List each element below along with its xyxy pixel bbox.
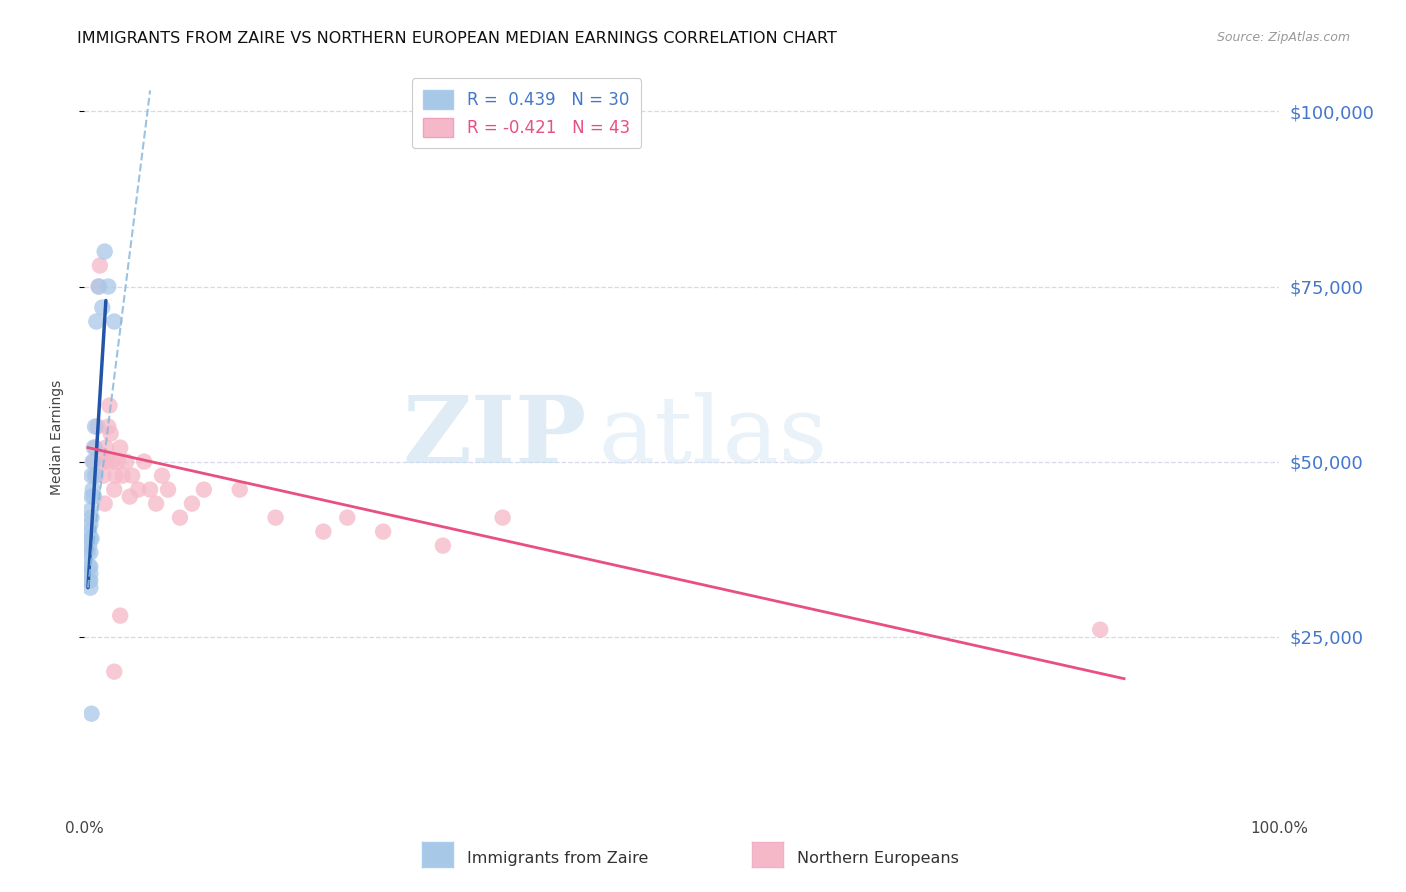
Point — [93, 244, 115, 259]
Point — [150, 468, 173, 483]
Point — [96, 454, 118, 468]
Point — [79, 546, 101, 560]
Point — [79, 566, 101, 581]
Point — [79, 503, 101, 517]
Point — [98, 399, 121, 413]
Point — [432, 539, 454, 553]
Point — [83, 454, 105, 468]
Point — [91, 301, 114, 315]
Y-axis label: Median Earnings: Median Earnings — [49, 379, 63, 495]
Point — [336, 510, 359, 524]
Point — [84, 441, 107, 455]
Point — [103, 483, 125, 497]
Point — [157, 483, 180, 497]
Point — [97, 279, 120, 293]
Point — [80, 706, 103, 721]
Text: Northern Europeans: Northern Europeans — [797, 851, 959, 865]
Point — [77, 574, 100, 588]
Point — [111, 468, 134, 483]
Point — [181, 497, 204, 511]
Point — [93, 497, 115, 511]
Point — [80, 532, 103, 546]
Point — [79, 581, 101, 595]
Point — [373, 524, 395, 539]
Point — [110, 608, 132, 623]
Point — [97, 419, 120, 434]
Point — [139, 483, 162, 497]
Point — [79, 574, 101, 588]
Point — [145, 497, 167, 511]
Point — [87, 279, 110, 293]
Point — [229, 483, 252, 497]
Point — [80, 468, 103, 483]
Point — [82, 483, 104, 497]
Point — [121, 468, 143, 483]
Point — [107, 454, 129, 468]
Point — [193, 483, 215, 497]
Point — [79, 517, 101, 532]
Point — [118, 490, 141, 504]
Point — [103, 314, 125, 328]
Text: atlas: atlas — [599, 392, 828, 482]
Point — [86, 468, 108, 483]
Point — [1090, 623, 1112, 637]
Point — [77, 546, 100, 560]
Point — [79, 559, 101, 574]
Point — [264, 510, 287, 524]
Text: IMMIGRANTS FROM ZAIRE VS NORTHERN EUROPEAN MEDIAN EARNINGS CORRELATION CHART: IMMIGRANTS FROM ZAIRE VS NORTHERN EUROPE… — [77, 31, 837, 46]
Text: Immigrants from Zaire: Immigrants from Zaire — [467, 851, 648, 865]
Text: ZIP: ZIP — [402, 392, 586, 482]
Point — [110, 441, 132, 455]
Point — [492, 510, 515, 524]
Point — [77, 524, 100, 539]
Point — [312, 524, 335, 539]
Text: Source: ZipAtlas.com: Source: ZipAtlas.com — [1216, 31, 1350, 45]
Point — [86, 419, 108, 434]
Point — [82, 454, 104, 468]
Point — [80, 490, 103, 504]
Point — [91, 454, 114, 468]
Point — [103, 665, 125, 679]
Point — [84, 468, 107, 483]
Point — [94, 441, 117, 455]
Point — [100, 426, 122, 441]
Legend: R =  0.439   N = 30, R = -0.421   N = 43: R = 0.439 N = 30, R = -0.421 N = 43 — [412, 78, 641, 148]
Point — [115, 454, 138, 468]
Point — [77, 559, 100, 574]
Point — [86, 314, 108, 328]
Point — [84, 419, 107, 434]
Point — [104, 468, 127, 483]
Point — [169, 510, 191, 524]
Point — [79, 532, 101, 546]
Point — [132, 454, 156, 468]
Point — [87, 279, 110, 293]
Point — [90, 448, 112, 462]
Point — [77, 539, 100, 553]
Point — [101, 454, 124, 468]
Point — [89, 259, 111, 273]
Point — [127, 483, 149, 497]
Point — [83, 441, 105, 455]
Point — [80, 510, 103, 524]
Point — [93, 468, 115, 483]
Point — [83, 490, 105, 504]
